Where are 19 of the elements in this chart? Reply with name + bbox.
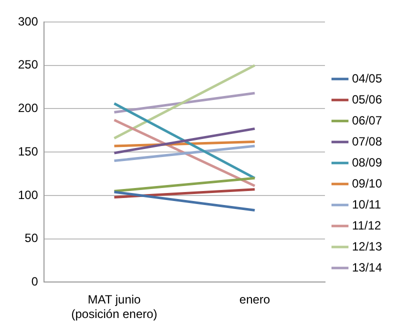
legend-label: 08/09 (352, 155, 382, 170)
legend-label: 05/06 (352, 92, 382, 106)
y-tick-label: 150 (18, 144, 38, 158)
legend-label: 06/07 (352, 113, 382, 128)
y-tick-label: 50 (24, 231, 38, 246)
legend-label: 10/11 (352, 197, 382, 212)
x-tick-label: MAT junio (posición enero) (71, 292, 158, 322)
y-tick-label: 100 (18, 188, 38, 202)
y-tick-label: 250 (18, 58, 38, 72)
legend-label: 04/05 (352, 71, 382, 86)
legend-label: 09/10 (352, 176, 382, 190)
x-tick-label: enero (239, 292, 270, 307)
y-tick-label: 0 (31, 274, 38, 289)
legend-label: 12/13 (352, 239, 382, 254)
legend-label: 07/08 (352, 134, 382, 148)
y-tick-label: 200 (18, 101, 38, 116)
legend-label: 11/12 (352, 218, 382, 232)
legend-label: 13/14 (352, 260, 382, 274)
y-tick-label: 300 (18, 14, 38, 28)
